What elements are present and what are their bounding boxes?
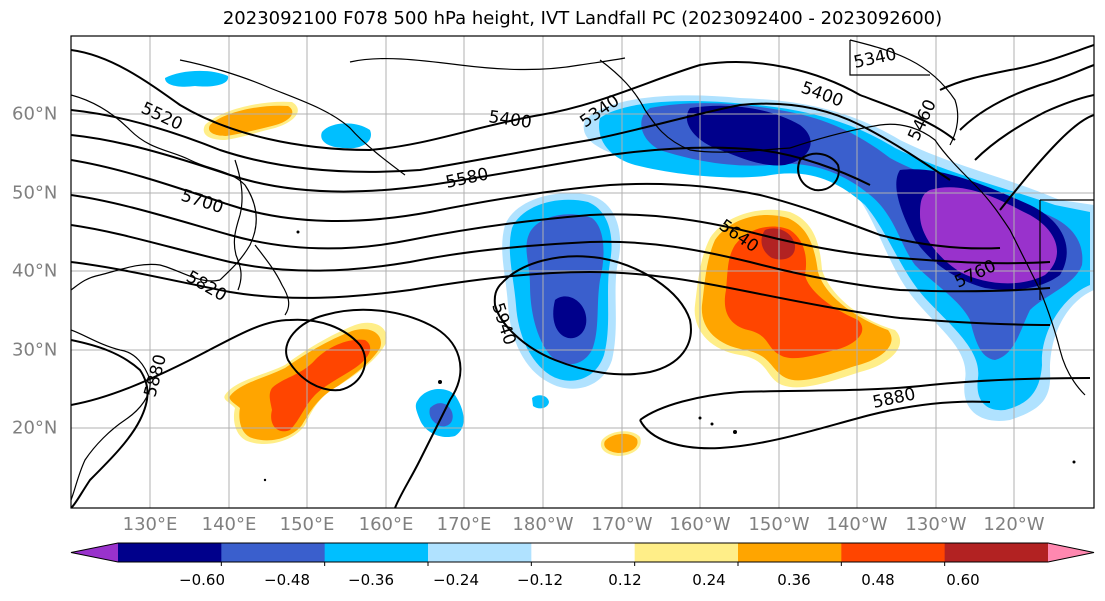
neg-blob-kamchatka xyxy=(165,70,229,87)
colorbar-tick: −0.36 xyxy=(348,571,394,589)
coastlines xyxy=(71,39,1094,501)
neg-blob-hawaii xyxy=(532,395,549,409)
neg-band-cyan xyxy=(599,100,1090,411)
lon-label: 160°E xyxy=(358,514,414,535)
neg-blob-south-mid xyxy=(429,403,453,427)
lon-label: 120°W xyxy=(983,514,1045,535)
colorbar-tick: −0.48 xyxy=(264,571,310,589)
lon-label: 140°W xyxy=(826,514,888,535)
ivt-shading xyxy=(165,70,1094,456)
map-frame xyxy=(70,35,1095,509)
colorbar-tick: 0.24 xyxy=(692,571,726,589)
lat-label: 30°N xyxy=(12,339,58,361)
contour-label: 5400 xyxy=(487,107,533,133)
neg-band-dark xyxy=(686,105,811,166)
contour-label: 5820 xyxy=(183,267,230,306)
pos-west-red xyxy=(269,339,371,432)
lat-label: 50°N xyxy=(12,182,58,204)
lon-label: 160°W xyxy=(669,514,731,535)
lon-label: 150°W xyxy=(748,514,810,535)
colorbar-tick: 0.36 xyxy=(777,571,811,589)
lon-label: 130°E xyxy=(122,514,178,535)
lat-label: 20°N xyxy=(12,417,58,439)
contour-label: 5700 xyxy=(178,186,225,218)
neg-core-purple xyxy=(920,187,1057,284)
contour-label: 5460 xyxy=(904,96,940,144)
central-neg-dark xyxy=(553,296,587,339)
height-contours xyxy=(71,44,1094,508)
contour-label: 5340 xyxy=(852,44,898,73)
colorbar-tick: 0.60 xyxy=(946,571,980,589)
colorbar-tick: −0.60 xyxy=(179,571,225,589)
colorbar-tick: 0.48 xyxy=(861,571,895,589)
islands xyxy=(263,230,1076,482)
map-title: 2023092100 F078 500 hPa height, IVT Land… xyxy=(222,8,943,29)
lon-label: 150°E xyxy=(279,514,335,535)
lon-label: 170°E xyxy=(436,514,492,535)
neg-band-mid xyxy=(641,103,1083,360)
lon-label: 130°W xyxy=(905,514,967,535)
lon-label: 180°W xyxy=(512,514,574,535)
contour-label: 5580 xyxy=(444,164,490,193)
colorbar-tick: 0.12 xyxy=(608,571,642,589)
lon-label: 140°E xyxy=(201,514,257,535)
lat-label: 60°N xyxy=(12,103,58,125)
pos-jet-red xyxy=(724,226,863,359)
lon-label: 170°W xyxy=(591,514,653,535)
colorbar-tick: −0.24 xyxy=(433,571,479,589)
lat-label: 40°N xyxy=(12,260,58,282)
pos-blob-hawaii-orange xyxy=(604,433,638,453)
colorbar-tick: −0.12 xyxy=(517,571,563,589)
neg-blob-okhotsk xyxy=(321,123,371,149)
contour-label: 5880 xyxy=(141,352,172,399)
